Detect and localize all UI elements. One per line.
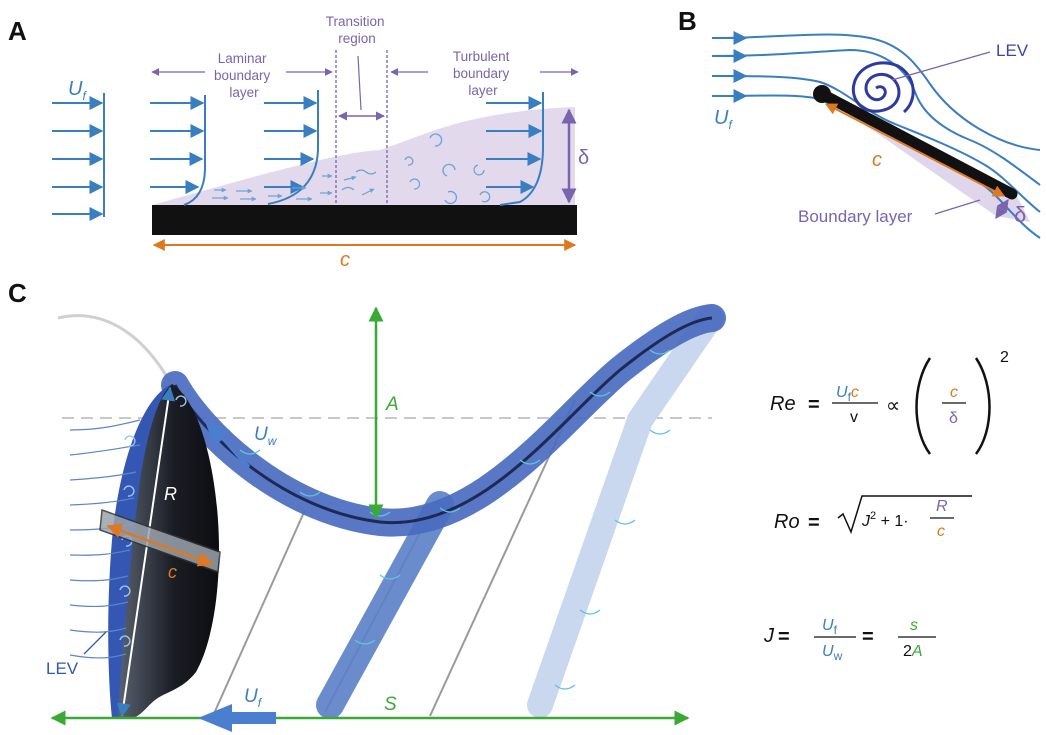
panel-a: A Uf (8, 14, 589, 271)
lev-label-c: LEV (46, 659, 79, 678)
re-equals: = (808, 394, 820, 416)
faded-path (57, 314, 172, 383)
ro-equals: = (808, 512, 820, 534)
ro-inner: J2 + 1· (861, 510, 909, 530)
lev-spiral (851, 61, 915, 114)
flat-plate (152, 205, 577, 235)
transition-label: Transition region (326, 14, 389, 46)
re-exponent: 2 (1000, 349, 1009, 366)
turbulent-eddies (404, 133, 491, 205)
uf-label-a: Uf (68, 78, 87, 103)
boundary-layer-region (152, 107, 575, 205)
chord-arrow-b (824, 103, 1006, 197)
delta-arrow-b (995, 199, 1009, 219)
panel-label-b: B (678, 6, 697, 36)
lev-pointer-c (83, 631, 107, 655)
lev-pointer (891, 51, 991, 81)
re-frac-num: c (950, 384, 958, 401)
transition-region-lines (335, 50, 388, 205)
re-frac-den: δ (949, 410, 958, 427)
re-left-paren (915, 357, 932, 455)
ro-den: c (937, 523, 945, 540)
uf-label-b: Uf (714, 107, 733, 132)
free-stream-profile (52, 93, 105, 221)
leading-edge-b (813, 85, 831, 103)
delta-label-a: δ (578, 147, 589, 169)
chord-arrow-c (106, 523, 214, 567)
j-den2: 2A (903, 643, 923, 660)
equation-advance-ratio: J = Uf Uw = s 2A (763, 617, 936, 663)
inflow-arrows-b (712, 31, 748, 103)
turbulent-label: Turbulent boundary layer (453, 49, 513, 98)
panel-b: B c LEV Uf Boundary layer δ (678, 6, 1041, 239)
ro-num: R (936, 498, 948, 515)
j-equals: = (778, 626, 790, 648)
transition-eddies (341, 169, 377, 196)
transition-pointer (357, 55, 362, 111)
panel-c: C (8, 278, 726, 732)
ro-lhs: Ro (774, 511, 800, 533)
j-equals-2: = (862, 626, 874, 648)
re-numerator: Ufc (836, 384, 859, 404)
j-num2: s (910, 617, 918, 634)
uf-label-c: Uf (244, 686, 263, 710)
chord-label-c: c (168, 562, 177, 582)
airfoil-plate-b (816, 88, 1018, 200)
equation-rossby: Ro = J2 + 1· R c (774, 495, 972, 540)
uw-label: Uw (254, 424, 278, 448)
boundary-layer-label-b: Boundary layer (798, 207, 913, 226)
stroke-label: S (384, 694, 397, 715)
panel-label-c: C (8, 278, 27, 308)
uf-arrow-c (198, 704, 276, 732)
wing-band-far (527, 305, 723, 718)
laminar-profile-2 (264, 90, 319, 205)
radius-label: R (164, 484, 177, 504)
ro-sqrt (837, 495, 972, 535)
re-denominator: v (850, 409, 858, 426)
re-lhs: Re (770, 393, 796, 415)
j-lhs: J (763, 625, 775, 647)
turbulent-profile (486, 92, 544, 206)
laminar-profile-1 (150, 95, 206, 206)
laminar-flow-arrows (212, 173, 333, 202)
uw-arrow (206, 424, 250, 470)
chord-label-a: c (340, 249, 350, 271)
equation-reynolds: Re = Ufc v ∝ c δ 2 (770, 349, 1009, 455)
j-den1: Uw (822, 643, 843, 663)
re-propto: ∝ (886, 395, 900, 417)
chord-label-b: c (872, 149, 882, 171)
laminar-label: Laminar boundary layer (214, 51, 274, 100)
j-num1: Uf (822, 617, 838, 637)
amplitude-label: A (385, 394, 399, 415)
wing-band-mid (316, 491, 454, 719)
panel-label-a: A (8, 16, 27, 46)
trajectory-swirls (239, 349, 671, 690)
boundary-layer-pointer (934, 199, 981, 215)
re-right-paren (974, 357, 991, 455)
delta-label-b: δ (1014, 202, 1026, 227)
lev-label-b: LEV (996, 41, 1029, 60)
